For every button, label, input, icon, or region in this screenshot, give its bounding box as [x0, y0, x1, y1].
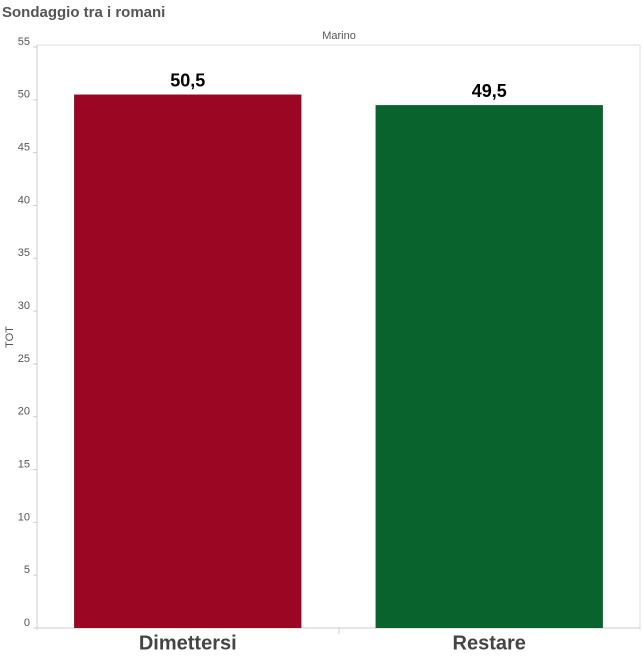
- value-label: 49,5: [472, 81, 507, 101]
- y-tick-label: 55: [18, 36, 30, 48]
- bar: [74, 94, 302, 628]
- y-tick-label: 0: [24, 617, 30, 629]
- y-tick-label: 20: [18, 406, 30, 418]
- bar: [375, 105, 603, 629]
- y-tick-label: 5: [24, 564, 30, 576]
- chart-subtitle: Marino: [322, 30, 356, 42]
- y-tick-label: 10: [18, 511, 30, 523]
- x-tick-label: Dimettersi: [139, 632, 237, 654]
- x-tick-label: Restare: [453, 632, 526, 654]
- y-tick-label: 35: [18, 247, 30, 259]
- y-tick-label: 15: [18, 458, 30, 470]
- y-tick-label: 50: [18, 89, 30, 101]
- value-label: 50,5: [170, 70, 205, 90]
- chart-title: Sondaggio tra i romani: [2, 4, 165, 21]
- y-tick-label: 45: [18, 142, 30, 154]
- y-tick-label: 40: [18, 194, 30, 206]
- y-axis-label: TOT: [4, 326, 16, 348]
- y-tick-label: 30: [18, 300, 30, 312]
- y-tick-label: 25: [18, 353, 30, 365]
